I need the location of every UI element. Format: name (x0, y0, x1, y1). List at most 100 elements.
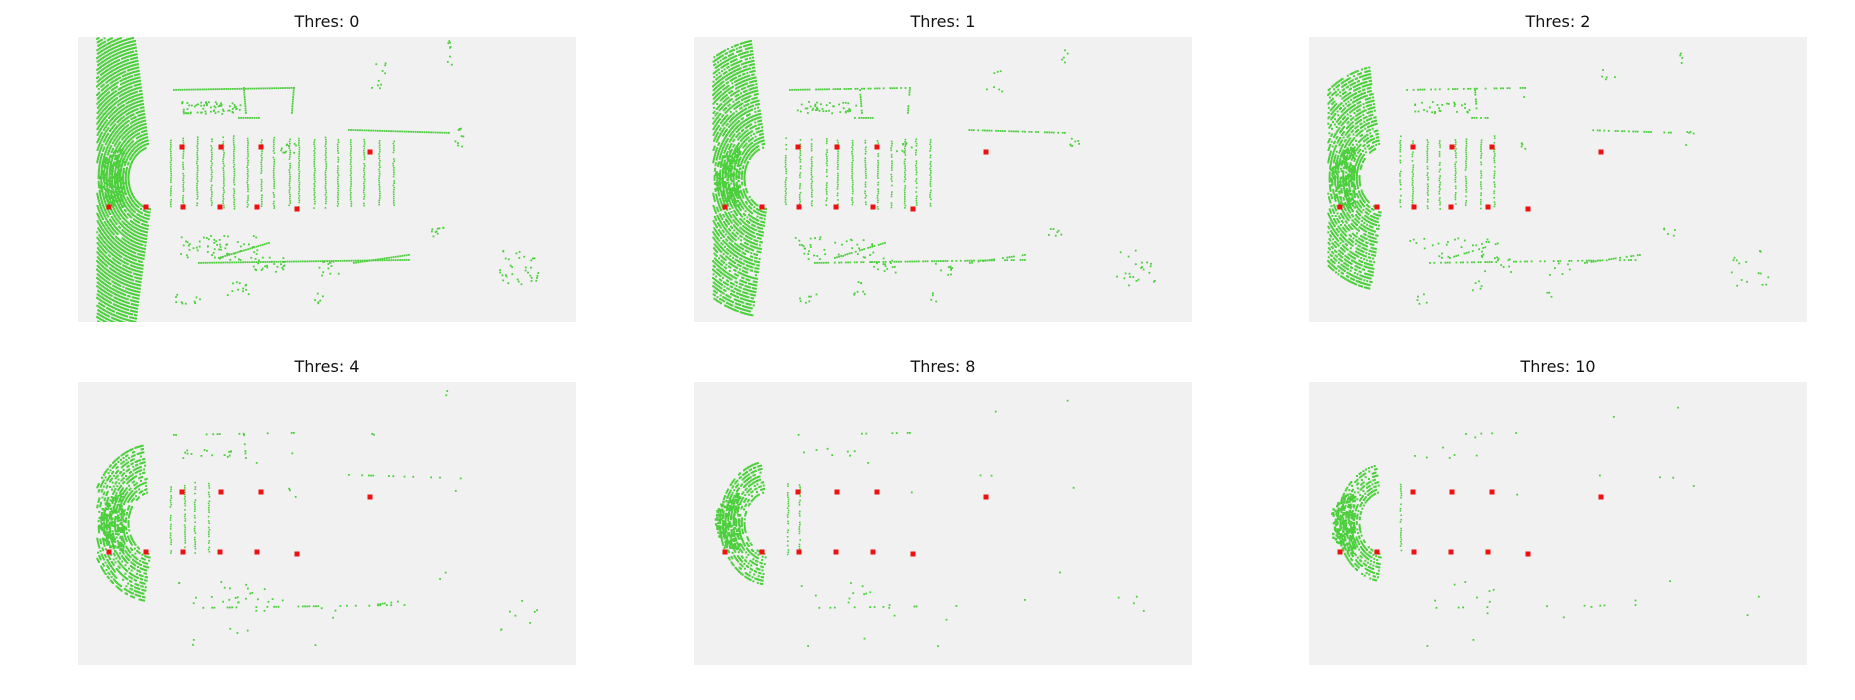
lidar-point (223, 182, 225, 185)
lidar-point (744, 222, 746, 225)
lidar-point (298, 181, 301, 184)
lidar-point (112, 72, 115, 75)
lidar-point (759, 227, 762, 230)
lidar-point (130, 121, 133, 124)
lidar-point (352, 259, 355, 262)
lidar-point (135, 101, 138, 104)
lidar-point (751, 231, 754, 234)
lidar-point (756, 106, 759, 109)
lidar-point (501, 274, 504, 277)
lidar-point (116, 228, 119, 231)
lidar-point (746, 202, 748, 205)
lidar-point (742, 137, 745, 140)
lidar-point (123, 257, 126, 260)
lidar-point (505, 275, 508, 278)
lidar-point (98, 55, 101, 58)
lidar-point (104, 150, 107, 153)
lidar-point (363, 176, 365, 178)
lidar-point (114, 221, 117, 224)
lidar-point (337, 172, 339, 174)
lidar-point (339, 260, 342, 262)
lidar-point (759, 213, 762, 216)
lidar-point (108, 304, 111, 307)
lidar-point (142, 247, 145, 250)
lidar-point (127, 97, 130, 100)
lidar-point (185, 240, 187, 243)
lidar-point (755, 83, 758, 86)
lidar-point (754, 246, 756, 249)
lidar-point (119, 206, 122, 209)
lidar-point (100, 189, 103, 193)
lidar-point (137, 125, 140, 128)
lidar-point (346, 259, 348, 262)
lidar-point (259, 244, 262, 247)
lidar-point (122, 82, 125, 84)
lidar-point (99, 118, 102, 121)
lidar-point (136, 297, 138, 300)
lidar-point (750, 219, 753, 222)
lidar-point (747, 117, 750, 120)
lidar-point (751, 245, 754, 248)
lidar-point (741, 232, 744, 235)
lidar-point (752, 231, 755, 234)
lidar-point (210, 169, 213, 171)
lidar-point (317, 260, 320, 263)
lidar-point (96, 72, 99, 75)
lidar-point (758, 247, 761, 250)
lidar-point (135, 119, 137, 122)
lidar-point (107, 209, 110, 212)
lidar-point (102, 248, 104, 251)
lidar-point (112, 116, 115, 119)
lidar-point (97, 138, 100, 141)
lidar-point (378, 153, 380, 155)
lidar-point (755, 117, 758, 120)
lidar-point (337, 200, 339, 203)
lidar-point (113, 220, 116, 223)
lidar-point (725, 102, 728, 105)
lidar-point (725, 124, 728, 127)
lidar-point (247, 159, 249, 162)
lidar-point (112, 120, 115, 123)
lidar-point (761, 132, 764, 135)
lidar-point (368, 259, 371, 262)
lidar-point (255, 117, 258, 119)
lidar-point (253, 261, 256, 263)
lidar-point (123, 209, 126, 212)
lidar-point (96, 93, 99, 96)
lidar-point (104, 309, 107, 312)
lidar-point (733, 144, 736, 147)
lidar-point (732, 224, 735, 227)
lidar-point (122, 233, 125, 236)
lidar-point (350, 156, 353, 159)
lidar-point (138, 121, 141, 124)
lidar-point (124, 210, 127, 213)
lidar-point (170, 155, 172, 157)
lidar-point (363, 182, 365, 185)
lidar-point (282, 268, 285, 271)
lidar-point (746, 216, 749, 219)
lidar-point (234, 256, 237, 258)
lidar-point (97, 84, 100, 87)
lidar-point (109, 166, 113, 169)
lidar-point (211, 147, 213, 149)
lidar-point (121, 108, 124, 111)
lidar-point (754, 146, 757, 149)
lidar-point (122, 230, 125, 233)
lidar-point (136, 294, 139, 297)
lidar-point (134, 248, 137, 251)
lidar-point (125, 236, 128, 239)
lidar-point (101, 163, 104, 166)
lidar-point (273, 196, 275, 198)
lidar-point (107, 235, 109, 238)
lidar-point (107, 138, 110, 141)
lidar-point (107, 179, 110, 182)
lidar-point (754, 135, 757, 138)
lidar-point (737, 86, 740, 89)
lidar-point (102, 140, 105, 143)
lidar-point (107, 87, 110, 90)
lidar-point (136, 140, 139, 143)
lidar-point (125, 193, 127, 196)
lidar-point (745, 152, 747, 155)
lidar-point (223, 171, 225, 174)
lidar-point (114, 181, 117, 184)
